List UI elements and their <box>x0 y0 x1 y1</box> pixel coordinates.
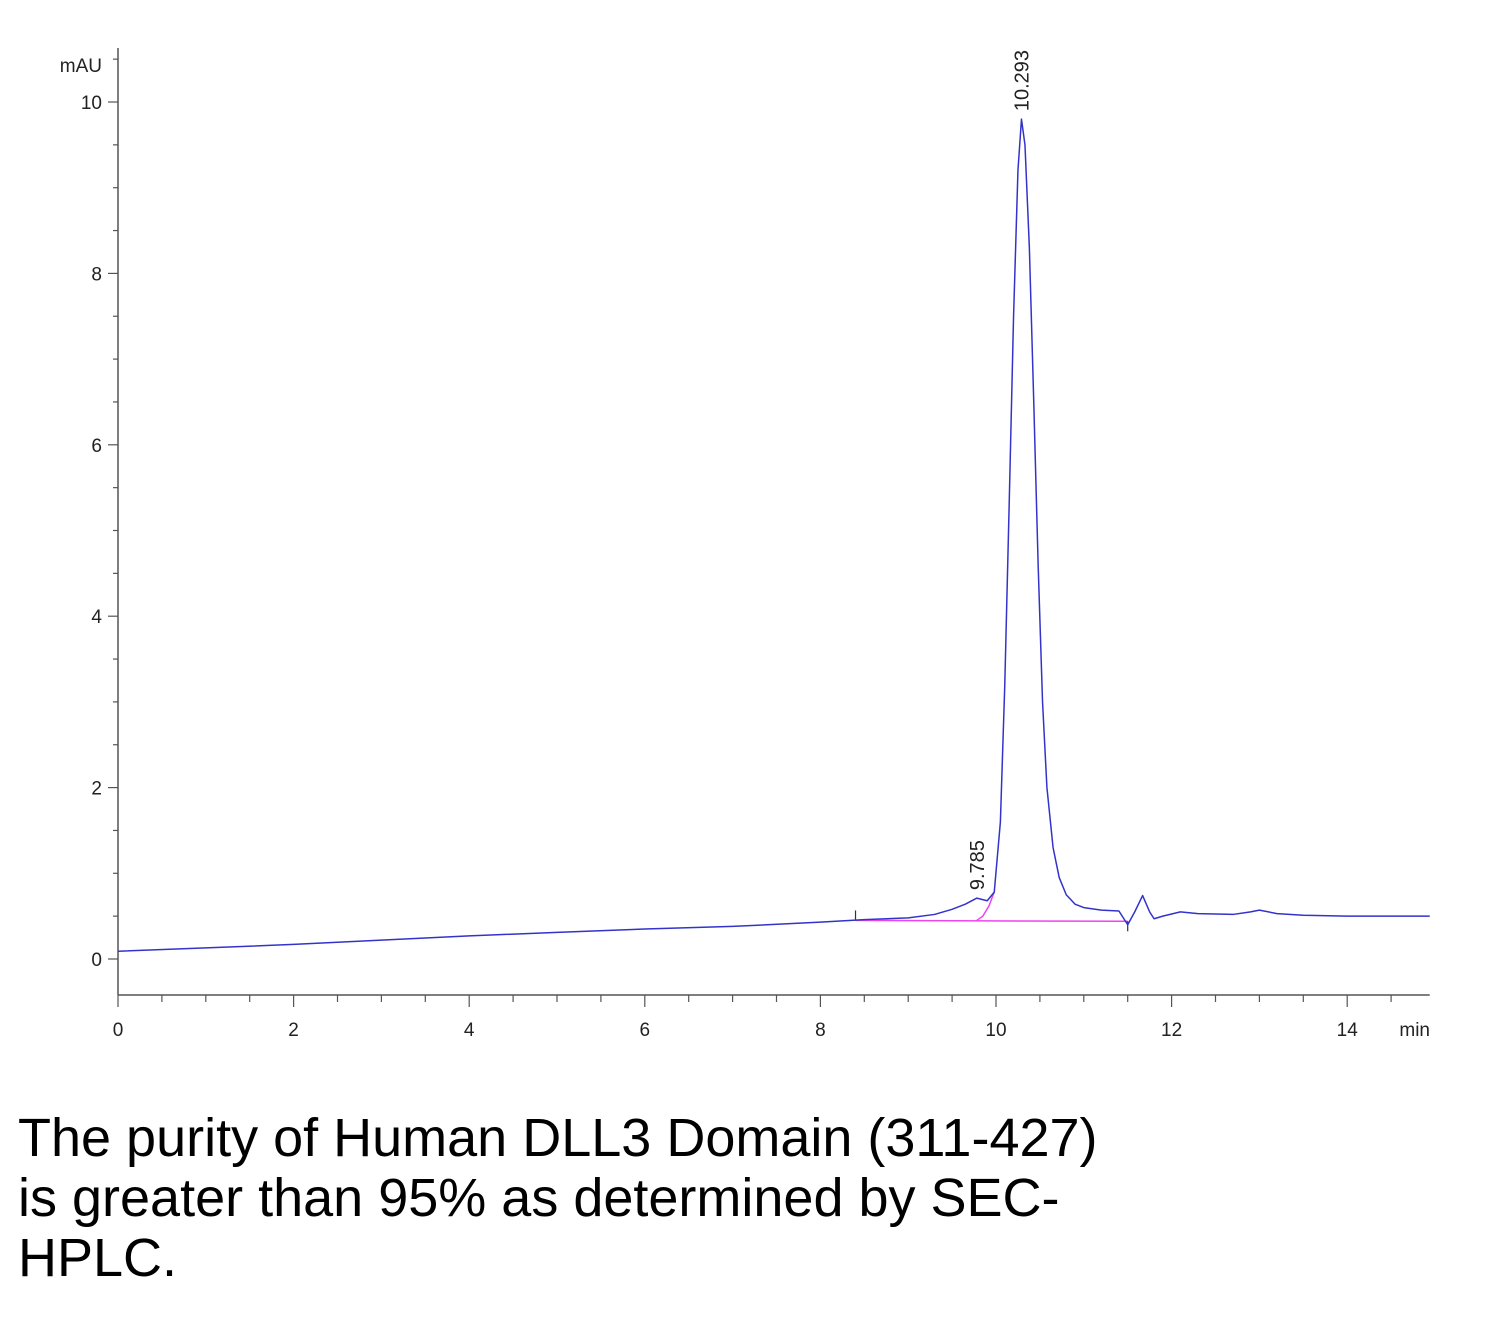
traces <box>117 118 1430 953</box>
caption-line: HPLC. <box>18 1228 178 1288</box>
chromatogram-trace <box>117 118 1430 953</box>
x-tick-label: 0 <box>113 1020 124 1041</box>
peak-split-curve <box>976 891 995 922</box>
ticks: 0 2 4 6 8 10 mAU 0 2 4 6 8 10 12 14 min <box>60 56 1430 1041</box>
x-tick-label: 2 <box>288 1020 299 1041</box>
caption-line: is greater than 95% as determined by SEC… <box>18 1168 1060 1228</box>
x-tick-label: 8 <box>815 1020 826 1041</box>
y-tick-label: 10 <box>81 93 102 114</box>
x-tick-label: 4 <box>464 1020 475 1041</box>
peak-label: 10.293 <box>1012 50 1034 111</box>
x-tick-label: 6 <box>640 1020 651 1041</box>
x-tick-label: 10 <box>985 1020 1006 1041</box>
y-axis-label: mAU <box>60 56 102 77</box>
caption-line: The purity of Human DLL3 Domain (311-427… <box>18 1108 1098 1168</box>
labels: 9.785 10.293 <box>967 50 1034 890</box>
y-tick-label: 8 <box>91 264 102 285</box>
axes <box>117 48 1430 996</box>
y-tick-label: 4 <box>91 607 102 628</box>
chromatogram-chart: 0 2 4 6 8 10 mAU 0 2 4 6 8 10 12 14 min 9.785 10.293 <box>60 48 1430 1041</box>
y-tick-label: 0 <box>91 950 102 971</box>
caption: The purity of Human DLL3 Domain (311-427… <box>18 1108 1318 1288</box>
integration-baseline <box>855 919 1128 923</box>
y-tick-label: 2 <box>91 779 102 800</box>
x-tick-label: 12 <box>1161 1020 1182 1041</box>
x-axis-label: min <box>1399 1020 1430 1041</box>
y-tick-label: 6 <box>91 436 102 457</box>
x-tick-label: 14 <box>1337 1020 1359 1041</box>
peak-label: 9.785 <box>967 840 989 890</box>
